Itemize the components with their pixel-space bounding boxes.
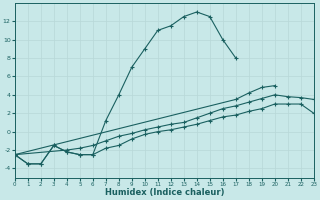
X-axis label: Humidex (Indice chaleur): Humidex (Indice chaleur)	[105, 188, 224, 197]
